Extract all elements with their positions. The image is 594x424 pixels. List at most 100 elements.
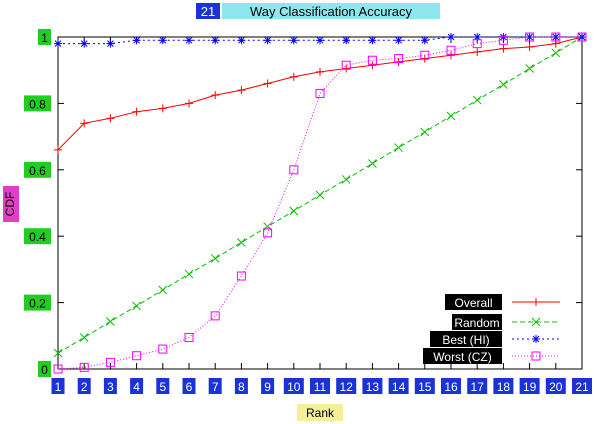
- legend-marker: [531, 351, 541, 361]
- data-point: [263, 228, 273, 238]
- plot-area: [57, 36, 583, 370]
- x-tick-label: 16: [444, 380, 458, 394]
- series-line: [57, 36, 582, 370]
- data-point: [577, 32, 587, 42]
- legend-label: Best (HI): [442, 333, 489, 347]
- data-point: [499, 80, 508, 89]
- y-tick-label-box: [24, 161, 51, 178]
- data-point: [316, 36, 324, 45]
- data-point: [525, 33, 534, 41]
- y-tick-label: 1: [41, 31, 48, 45]
- data-point: [53, 364, 63, 374]
- x-tick-label-box: [441, 378, 461, 394]
- data-point: [525, 64, 534, 73]
- data-point: [236, 271, 246, 281]
- data-point: [54, 39, 62, 48]
- legend-label: Random: [454, 316, 499, 330]
- y-tick-label-box: [24, 228, 51, 245]
- data-point: [341, 175, 351, 184]
- y-tick-label: 0.4: [29, 230, 46, 244]
- legend-entry: Overall: [445, 294, 560, 310]
- x-tick-label: 5: [159, 380, 166, 394]
- data-point: [368, 159, 377, 168]
- x-tick-label: 10: [287, 380, 301, 394]
- data-point: [80, 39, 89, 48]
- data-point: [525, 32, 535, 42]
- data-point: [420, 127, 430, 137]
- y-axis-label-text: CDF: [3, 192, 17, 217]
- data-point: [132, 351, 142, 361]
- data-point: [394, 57, 403, 66]
- x-axis-label: Rank: [297, 404, 343, 421]
- y-tick-label: 0.8: [29, 97, 46, 111]
- legend-label: Overall: [454, 296, 492, 310]
- x-tick-label: 20: [549, 380, 563, 394]
- legend-label-box: [430, 331, 502, 347]
- data-point: [447, 33, 455, 41]
- data-point: [54, 145, 62, 154]
- y-tick-label-box: [24, 294, 51, 311]
- data-point: [367, 55, 377, 65]
- data-point: [342, 64, 351, 73]
- data-point: [446, 111, 456, 121]
- data-point: [53, 348, 63, 358]
- data-point: [499, 33, 508, 41]
- y-tick-label-box: [24, 95, 51, 112]
- x-tick-label-box: [103, 378, 117, 394]
- data-point: [210, 311, 220, 321]
- data-point: [368, 61, 377, 70]
- data-point: [237, 36, 246, 45]
- data-point: [210, 254, 220, 263]
- data-point: [446, 45, 456, 55]
- data-point: [211, 36, 220, 45]
- x-tick-label-box: [493, 378, 514, 394]
- data-point: [472, 39, 482, 49]
- data-point: [237, 86, 246, 95]
- x-tick-label-box: [519, 378, 540, 394]
- x-axis-label-text: Rank: [306, 406, 335, 420]
- x-tick-label-box: [156, 378, 170, 394]
- data-point: [420, 54, 429, 63]
- y-tick-label-box: [38, 361, 51, 377]
- data-point: [289, 72, 298, 81]
- x-tick-label: 18: [497, 380, 511, 394]
- data-point: [394, 54, 404, 64]
- data-point: [105, 357, 115, 367]
- data-point: [420, 36, 429, 45]
- chart-title-text: Way Classification Accuracy: [250, 4, 413, 19]
- data-point: [106, 114, 115, 123]
- x-tick-label: 13: [366, 380, 380, 394]
- data-point: [394, 143, 403, 152]
- data-point: [368, 36, 377, 45]
- x-tick-label-box: [51, 378, 65, 394]
- x-tick-label: 6: [186, 380, 193, 394]
- data-point: [447, 51, 455, 60]
- x-tick-label-box: [208, 378, 222, 394]
- x-tick-label-box: [77, 378, 91, 394]
- data-point: [289, 36, 298, 45]
- legend-entry: Random: [452, 314, 560, 330]
- series-overall: [54, 33, 586, 154]
- data-point: [185, 99, 193, 108]
- data-point: [551, 33, 560, 41]
- data-point: [420, 50, 430, 60]
- chart-title-number: 21: [201, 4, 215, 19]
- y-tick-label: 0.2: [29, 297, 46, 311]
- data-point: [472, 95, 482, 105]
- series-best-hi: [54, 33, 586, 48]
- data-point: [315, 88, 325, 98]
- data-point: [525, 42, 534, 51]
- legend-label-box: [423, 348, 502, 364]
- legend-label-box: [445, 294, 502, 310]
- series-random: [53, 32, 587, 358]
- data-point: [342, 36, 351, 45]
- legend-label-box: [452, 314, 502, 330]
- chart-title: 21 Way Classification Accuracy: [196, 3, 440, 19]
- x-tick-label: 7: [212, 380, 219, 394]
- x-tick-label: 2: [81, 380, 88, 394]
- data-point: [158, 285, 168, 295]
- x-tick-label: 1: [55, 380, 62, 394]
- data-point: [184, 332, 194, 342]
- data-point: [158, 344, 168, 354]
